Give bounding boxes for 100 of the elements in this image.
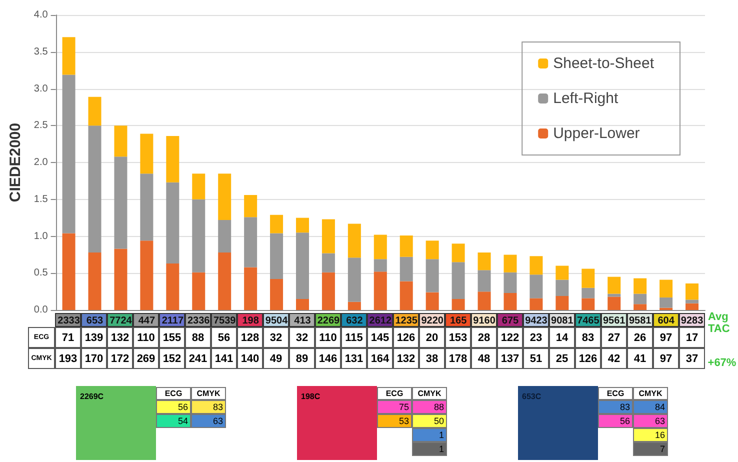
text: 83 bbox=[575, 327, 601, 348]
bar bbox=[296, 298, 309, 310]
bar bbox=[322, 219, 335, 254]
text: 137 bbox=[497, 348, 523, 369]
x-tick-label: 632 bbox=[346, 316, 364, 326]
bar bbox=[270, 233, 284, 280]
text: 1 bbox=[412, 428, 447, 442]
text: 178 bbox=[445, 348, 471, 369]
text: 110 bbox=[133, 327, 159, 348]
legend-label: Sheet-to-Sheet bbox=[553, 55, 655, 72]
text: 164 bbox=[367, 348, 393, 369]
bar bbox=[218, 220, 232, 252]
text: 83 bbox=[191, 400, 226, 414]
bar bbox=[556, 280, 569, 296]
text: 97 bbox=[653, 348, 679, 369]
text: 63 bbox=[191, 414, 226, 428]
text: 110 bbox=[315, 327, 341, 348]
text: 126 bbox=[393, 327, 419, 348]
x-tick-label: 2336 bbox=[188, 316, 210, 326]
text: 115 bbox=[341, 327, 367, 348]
bar bbox=[322, 272, 335, 310]
x-tick-label: 9081 bbox=[551, 316, 574, 326]
bar bbox=[556, 266, 569, 280]
bar bbox=[114, 156, 128, 249]
text: 122 bbox=[497, 327, 523, 348]
bar bbox=[244, 267, 258, 310]
bar bbox=[530, 256, 543, 275]
text: 28 bbox=[471, 327, 497, 348]
bar bbox=[88, 126, 102, 252]
bar bbox=[426, 259, 439, 292]
text: 63 bbox=[633, 414, 668, 428]
text: 128 bbox=[237, 327, 263, 348]
bar bbox=[218, 252, 232, 310]
x-tick-label: 2612 bbox=[369, 316, 392, 326]
text: 152 bbox=[159, 348, 185, 369]
text: 193 bbox=[55, 348, 81, 369]
text: 146 bbox=[315, 348, 341, 369]
bar bbox=[114, 248, 128, 310]
bar bbox=[192, 174, 206, 200]
text: 56 bbox=[156, 400, 191, 414]
text: 132 bbox=[107, 327, 133, 348]
text: 170 bbox=[81, 348, 107, 369]
y-axis-title: CIEDE2000 bbox=[7, 122, 24, 202]
text: 83 bbox=[598, 400, 633, 414]
bar bbox=[660, 280, 673, 298]
bar bbox=[244, 217, 258, 268]
bar bbox=[374, 234, 387, 260]
bar bbox=[218, 174, 232, 220]
text: 126 bbox=[575, 348, 601, 369]
bar bbox=[478, 252, 491, 270]
text: 17 bbox=[679, 327, 705, 348]
bar bbox=[374, 272, 387, 310]
x-tick-label: 7465 bbox=[577, 316, 600, 326]
text: 71 bbox=[55, 327, 81, 348]
bar bbox=[140, 134, 154, 174]
x-tick-label: 447 bbox=[138, 316, 156, 326]
text: 1 bbox=[412, 442, 447, 456]
bar bbox=[400, 256, 413, 282]
text: 153 bbox=[445, 327, 471, 348]
text: 269 bbox=[133, 348, 159, 369]
bar bbox=[660, 297, 673, 308]
bar bbox=[166, 264, 180, 310]
text: 51 bbox=[523, 348, 549, 369]
text: 25 bbox=[549, 348, 575, 369]
bar bbox=[62, 233, 76, 310]
x-tick-label: 2333 bbox=[58, 316, 80, 326]
y-tick-label: 0.0 bbox=[34, 304, 48, 316]
bar bbox=[634, 294, 647, 304]
text: 37 bbox=[679, 348, 705, 369]
text: +67% bbox=[706, 356, 738, 370]
bar bbox=[582, 288, 595, 298]
text: 49 bbox=[263, 348, 289, 369]
text: 131 bbox=[341, 348, 367, 369]
bar bbox=[634, 278, 647, 294]
bar bbox=[478, 292, 491, 310]
bar bbox=[166, 136, 180, 182]
text: 16 bbox=[633, 428, 668, 442]
text: Avg TAC bbox=[708, 310, 731, 337]
text: 20 bbox=[419, 327, 445, 348]
text: 241 bbox=[185, 348, 211, 369]
bar bbox=[452, 298, 465, 310]
x-tick-label: 198 bbox=[242, 316, 260, 326]
text: 7 bbox=[633, 442, 668, 456]
text: 141 bbox=[211, 348, 237, 369]
bar bbox=[166, 182, 180, 264]
bar bbox=[244, 194, 258, 218]
text: 56 bbox=[211, 327, 237, 348]
y-tick-label: 1.0 bbox=[34, 230, 48, 242]
y-tick-label: 4.0 bbox=[34, 10, 48, 20]
text: 41 bbox=[627, 348, 653, 369]
bar bbox=[686, 300, 699, 304]
bar bbox=[374, 259, 387, 272]
text: CMYK bbox=[191, 387, 226, 400]
x-tick-label: 604 bbox=[658, 316, 675, 326]
text: 32 bbox=[289, 327, 315, 348]
x-tick-label: 9220 bbox=[421, 316, 444, 326]
x-tick-label: 1235 bbox=[395, 316, 418, 326]
legend-label: Left-Right bbox=[553, 90, 619, 107]
bar bbox=[426, 292, 439, 310]
bar bbox=[582, 298, 595, 310]
